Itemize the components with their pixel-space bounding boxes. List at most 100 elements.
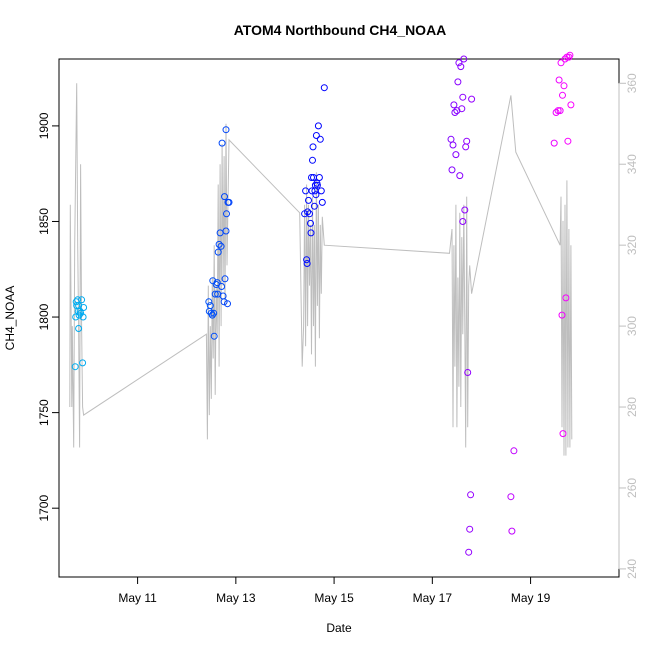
data-point [468, 95, 476, 103]
y-tick-label: 1900 [37, 112, 51, 139]
data-point [458, 105, 466, 113]
data-point [467, 491, 475, 499]
data-point [567, 101, 575, 109]
data-point [466, 525, 474, 533]
data-point [311, 181, 319, 189]
secondary-y-tick-label: 280 [625, 397, 639, 417]
data-point [75, 325, 83, 332]
data-point [450, 101, 458, 109]
data-point [558, 311, 566, 319]
data-point [312, 132, 320, 139]
data-point [462, 143, 470, 151]
secondary-y-tick-label: 300 [625, 316, 639, 336]
x-tick-label: May 11 [118, 591, 157, 605]
data-point [561, 55, 569, 63]
data-point [312, 191, 320, 199]
data-point [208, 311, 216, 319]
data-point [555, 76, 563, 84]
y-tick-label: 1750 [37, 399, 51, 426]
data-point [309, 156, 316, 164]
data-point [320, 84, 328, 92]
x-tick-label: May 17 [413, 591, 453, 605]
data-point [310, 202, 318, 210]
data-point [205, 298, 213, 306]
data-point [457, 63, 465, 71]
data-point [308, 174, 315, 181]
data-point [222, 227, 230, 235]
altitude-line [69, 83, 573, 456]
data-point [79, 313, 87, 321]
data-point [510, 447, 518, 455]
ch4-points-layer [71, 51, 575, 556]
data-point [556, 107, 564, 115]
data-point [560, 82, 568, 90]
data-point [303, 256, 311, 264]
data-point [454, 78, 462, 86]
data-point [304, 208, 312, 216]
data-point [455, 59, 463, 67]
data-point [210, 332, 218, 340]
data-point [554, 107, 562, 115]
data-point [224, 300, 231, 308]
data-point [557, 59, 565, 67]
secondary-y-tick-label: 320 [625, 235, 639, 255]
data-point [307, 229, 315, 237]
secondary-y-tick-label: 260 [625, 478, 639, 498]
y-axis-title: CH4_NOAA [3, 286, 17, 351]
data-point [449, 141, 457, 149]
data-point [465, 548, 473, 556]
data-point [79, 359, 87, 367]
data-point [221, 275, 229, 283]
data-point [220, 298, 228, 306]
data-point [218, 139, 226, 147]
x-axis: May 11 May 13 May 15 May 17 May 19 [118, 576, 551, 605]
data-point [317, 187, 325, 195]
x-axis-title: Date [326, 621, 352, 635]
data-point [213, 279, 221, 287]
data-point [71, 363, 79, 371]
data-point [459, 93, 467, 101]
data-point [562, 294, 570, 302]
y-tick-label: 1850 [37, 208, 51, 235]
secondary-y-tick-label: 340 [625, 154, 639, 174]
data-point [464, 369, 472, 376]
data-point [218, 283, 226, 290]
data-point [314, 122, 322, 130]
data-point [305, 196, 312, 204]
data-point [559, 91, 566, 99]
data-point [315, 174, 323, 181]
data-point [452, 151, 460, 159]
data-point [80, 304, 88, 311]
data-point [215, 240, 223, 248]
data-point [217, 242, 225, 250]
y-axis: 1700 1750 1800 1850 1900 [37, 112, 60, 522]
data-point [308, 187, 316, 195]
data-point [309, 143, 317, 151]
secondary-y-tick-label: 360 [625, 73, 639, 93]
data-point [303, 260, 311, 267]
data-point [223, 210, 230, 218]
secondary-y-axis: 240 260 280 300 320 340 360 [618, 73, 639, 579]
data-point [206, 302, 214, 310]
data-point [302, 187, 310, 195]
data-point [447, 135, 455, 143]
data-point [78, 296, 86, 304]
data-point [222, 126, 230, 134]
data-point [552, 109, 560, 116]
data-point [316, 135, 324, 143]
data-point [221, 193, 228, 201]
data-point [508, 527, 516, 535]
data-point [459, 218, 467, 225]
data-point [507, 493, 515, 501]
chart-title: ATOM4 Northbound CH4_NOAA [234, 22, 447, 38]
data-point [550, 139, 558, 147]
data-point [210, 309, 218, 317]
x-tick-label: May 19 [511, 591, 551, 605]
secondary-y-tick-label: 240 [625, 559, 639, 579]
data-point [214, 248, 222, 256]
data-point [225, 198, 233, 206]
data-point [313, 181, 321, 189]
data-point [456, 172, 464, 180]
data-point [211, 290, 219, 298]
